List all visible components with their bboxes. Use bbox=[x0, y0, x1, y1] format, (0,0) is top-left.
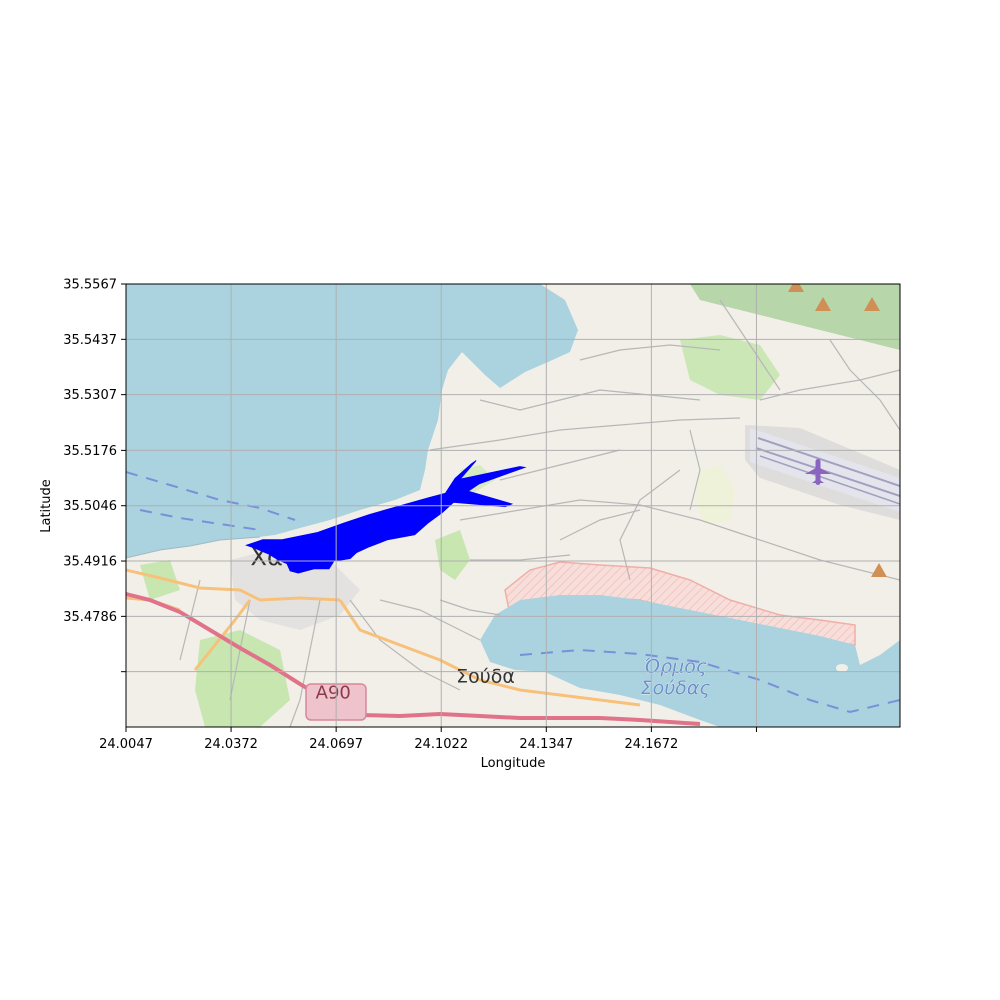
y-axis-ticks: 35.5567 35.5437 35.5307 35.5176 35.5046 35.49… bbox=[63, 278, 126, 673]
highlighted-region bbox=[245, 460, 527, 574]
sea-north bbox=[126, 284, 578, 558]
y-tick-label: 35.5046 bbox=[63, 499, 117, 514]
y-tick-label: 35.5176 bbox=[63, 444, 117, 459]
x-tick-label: 24.1347 bbox=[519, 737, 573, 752]
peak-icon bbox=[788, 284, 887, 577]
park-area bbox=[695, 465, 735, 525]
wood-area bbox=[690, 284, 900, 350]
map-place-label: A90 bbox=[316, 682, 351, 703]
coastline bbox=[126, 536, 261, 559]
x-tick-label: 24.1672 bbox=[624, 737, 678, 752]
park-area bbox=[680, 335, 780, 400]
park-area bbox=[435, 530, 470, 580]
x-tick-label: 24.1022 bbox=[414, 737, 468, 752]
park-area bbox=[195, 630, 290, 727]
airplane-icon bbox=[805, 459, 831, 485]
map-place-label: Σούδας bbox=[641, 677, 711, 699]
gridlines bbox=[125, 283, 900, 727]
x-axis-ticks: 24.0047 24.0372 24.0697 24.1022 24.1347 24.16… bbox=[99, 727, 757, 752]
y-tick-label: 35.5567 bbox=[63, 278, 117, 293]
runway bbox=[759, 455, 900, 505]
islet bbox=[836, 664, 848, 672]
park-area bbox=[140, 560, 180, 600]
x-tick-label: 24.0697 bbox=[309, 737, 363, 752]
x-tick-label: 24.0372 bbox=[204, 737, 258, 752]
x-axis-label: Longitude bbox=[481, 756, 546, 771]
ferry-route bbox=[519, 648, 900, 714]
map-place-label: Όρμος bbox=[644, 656, 707, 678]
x-tick-label: 24.0047 bbox=[99, 737, 153, 752]
map-place-label: Σούδα bbox=[456, 666, 515, 688]
ferry-route bbox=[126, 471, 296, 521]
y-tick-label: 35.5437 bbox=[63, 333, 117, 348]
runway bbox=[757, 437, 900, 487]
y-axis-label: Latitude bbox=[39, 479, 54, 533]
y-tick-label: 35.5307 bbox=[63, 388, 117, 403]
y-tick-label: 35.4916 bbox=[63, 555, 117, 570]
runway bbox=[755, 447, 900, 497]
primary-roads bbox=[126, 568, 641, 707]
y-tick-label: 35.4786 bbox=[63, 610, 117, 625]
